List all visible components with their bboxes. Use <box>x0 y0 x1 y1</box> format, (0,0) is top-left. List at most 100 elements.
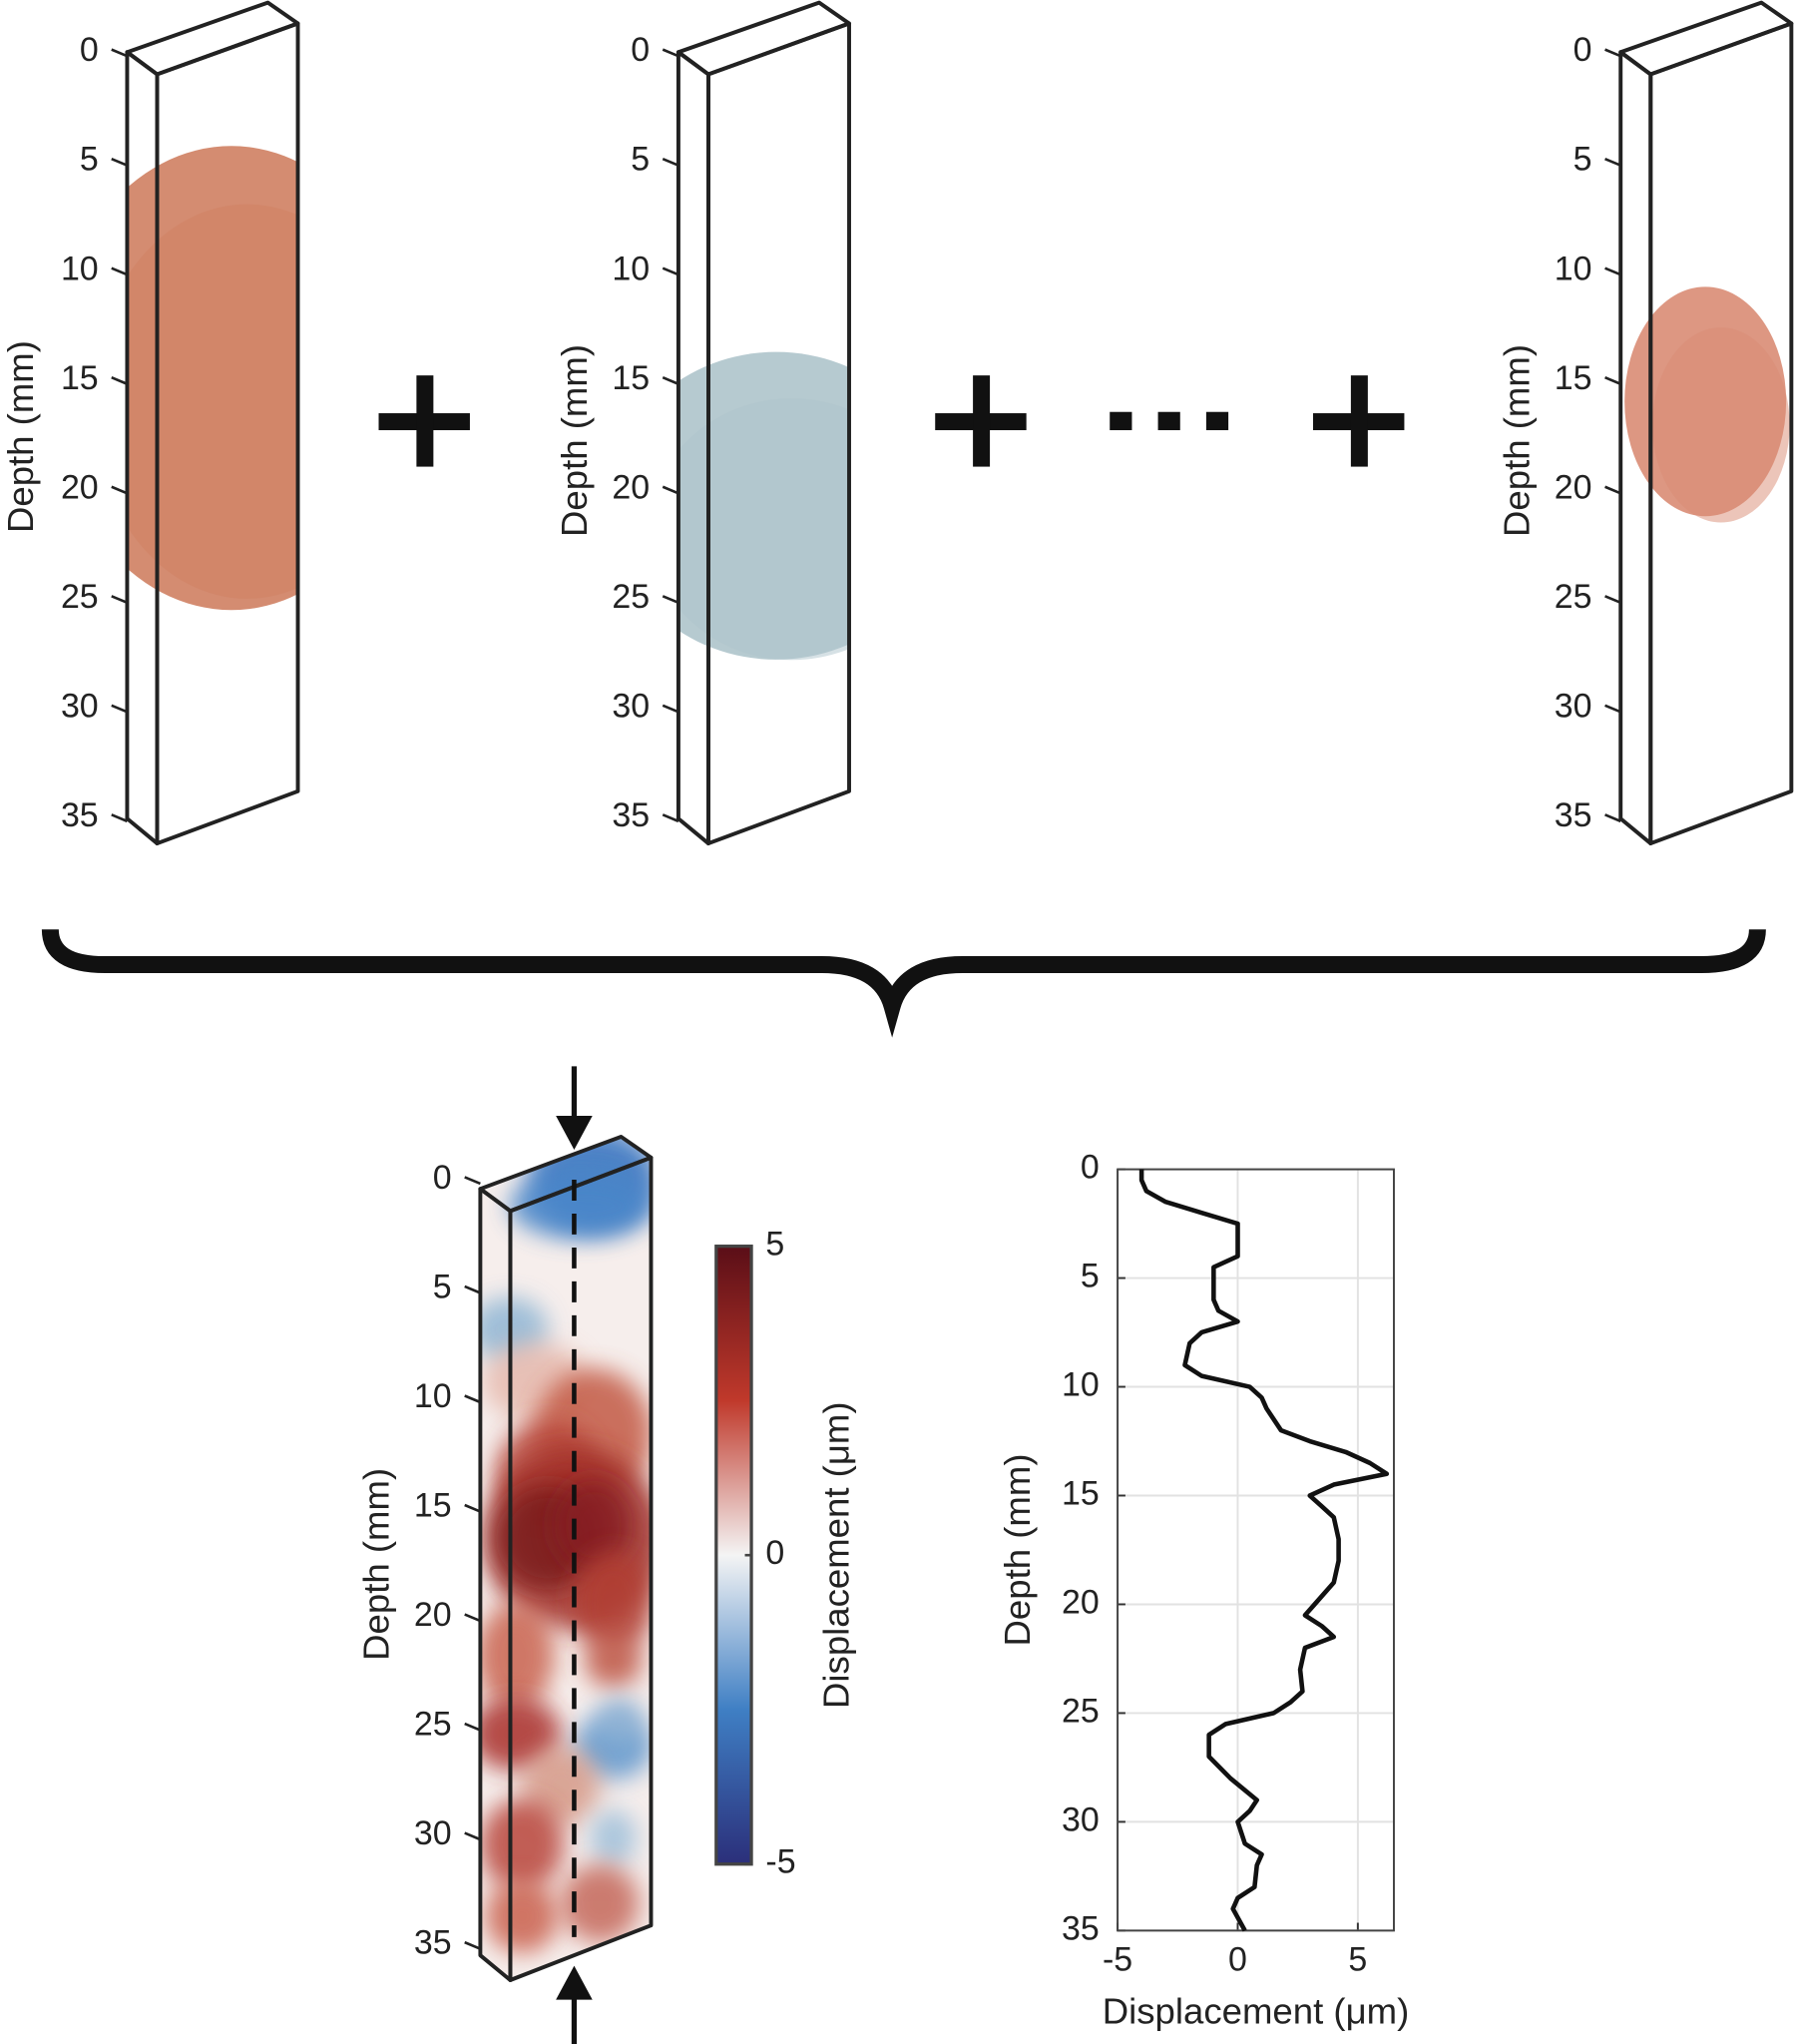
plot-frame <box>1117 1168 1395 1932</box>
y-axis-label: Depth (mm) <box>355 1468 396 1661</box>
heat-blob <box>485 1879 559 1953</box>
y-tick <box>1604 266 1621 276</box>
y-tick-label: 15 <box>61 359 99 397</box>
heat-blob <box>480 1603 555 1709</box>
displacement-blob-edge <box>127 204 298 599</box>
colorbar-label: Displacement (μm) <box>815 1401 856 1709</box>
y-tick-label: 0 <box>433 1159 452 1197</box>
volume-content <box>127 146 298 611</box>
y-tick-label: 15 <box>612 359 650 397</box>
y-tick-label: 0 <box>631 31 650 69</box>
y-tick-label: 25 <box>1555 578 1592 616</box>
y-axis-label: Depth (mm) <box>1496 344 1537 537</box>
heat-blob <box>574 1551 652 1656</box>
box-face <box>1618 0 1794 77</box>
heat-blob <box>509 1173 652 1239</box>
volume-content <box>480 1136 652 1980</box>
y-tick <box>111 376 128 385</box>
y-tick <box>464 1831 481 1841</box>
y-tick-label: 5 <box>433 1269 452 1306</box>
y-tick-label: 20 <box>612 468 650 506</box>
heat-blob <box>596 1697 644 1745</box>
y-tick-label: 10 <box>1062 1365 1100 1403</box>
heat-blob <box>590 1808 638 1867</box>
y-tick-label: 5 <box>631 141 650 179</box>
y-tick <box>1604 376 1621 385</box>
y-tick <box>464 1613 481 1623</box>
x-tick-label: -5 <box>1103 1941 1132 1979</box>
box-face <box>478 1134 654 1214</box>
plus-signs <box>378 375 1405 467</box>
arrows <box>556 1066 593 2044</box>
y-tick <box>464 1503 481 1513</box>
y-tick <box>662 376 679 385</box>
y-tick <box>662 266 679 276</box>
y-tick-label: 10 <box>414 1377 452 1415</box>
y-tick <box>464 1394 481 1404</box>
y-tick-label: 15 <box>1555 359 1592 397</box>
y-tick-label: -5 <box>765 1843 795 1881</box>
y-tick <box>111 485 128 495</box>
displacement-blob-edge <box>677 398 850 661</box>
y-tick-label: 35 <box>1555 796 1592 834</box>
y-tick-label: 35 <box>612 796 650 834</box>
y-tick <box>111 595 128 605</box>
y-tick-label: 30 <box>414 1814 452 1852</box>
y-tick <box>662 157 679 167</box>
y-tick-label: 25 <box>414 1706 452 1744</box>
heat-blob <box>480 1798 564 1890</box>
y-tick-label: 20 <box>1555 468 1592 506</box>
y-tick <box>464 1284 481 1294</box>
y-tick <box>111 48 128 58</box>
y-tick-label: 5 <box>1081 1258 1100 1295</box>
y-tick-label: 25 <box>61 578 99 616</box>
y-tick-label: 35 <box>414 1924 452 1962</box>
y-tick-label: 30 <box>61 687 99 725</box>
y-tick-label: 20 <box>61 468 99 506</box>
ellipsis <box>1110 411 1229 431</box>
y-tick <box>1604 157 1621 167</box>
y-tick <box>464 1722 481 1732</box>
y-tick <box>1604 595 1621 605</box>
volume-content <box>677 351 850 661</box>
y-tick-label: 25 <box>612 578 650 616</box>
y-tick-label: 5 <box>765 1226 784 1264</box>
box-face <box>125 0 300 77</box>
y-tick-label: 30 <box>1555 687 1592 725</box>
y-tick-label: 25 <box>1062 1692 1100 1730</box>
y-tick <box>662 813 679 823</box>
y-tick-label: 20 <box>414 1596 452 1634</box>
y-tick-label: 10 <box>612 250 650 287</box>
volume-content <box>1624 286 1790 523</box>
y-tick <box>1604 704 1621 714</box>
y-tick-label: 10 <box>61 250 99 287</box>
x-tick-label: 0 <box>1228 1941 1247 1979</box>
y-tick-label: 0 <box>1573 31 1592 69</box>
box-face <box>675 0 851 77</box>
x-axis-label: Displacement (μm) <box>1103 1991 1410 2032</box>
x-tick-label: 5 <box>1348 1941 1367 1979</box>
y-tick-label: 30 <box>1062 1800 1100 1838</box>
y-tick-label: 10 <box>1555 250 1592 287</box>
y-tick-label: 0 <box>765 1534 784 1572</box>
y-tick-label: 5 <box>1573 141 1592 179</box>
y-tick <box>1604 813 1621 823</box>
y-tick-label: 0 <box>1081 1149 1100 1187</box>
y-tick <box>1604 48 1621 58</box>
y-tick <box>662 48 679 58</box>
y-tick-label: 15 <box>414 1487 452 1525</box>
y-tick-label: 5 <box>80 141 99 179</box>
y-tick-label: 0 <box>80 31 99 69</box>
profile-line <box>1138 1169 1390 1932</box>
y-axis-label: Depth (mm) <box>554 344 595 537</box>
heat-blob <box>561 1863 640 1943</box>
brace <box>41 928 1766 1038</box>
displacement-blob-edge <box>1651 327 1790 523</box>
heat-blob <box>480 1697 562 1771</box>
y-tick-label: 20 <box>1062 1583 1100 1621</box>
y-axis-label: Depth (mm) <box>0 340 41 533</box>
y-tick <box>662 704 679 714</box>
y-tick <box>111 813 128 823</box>
